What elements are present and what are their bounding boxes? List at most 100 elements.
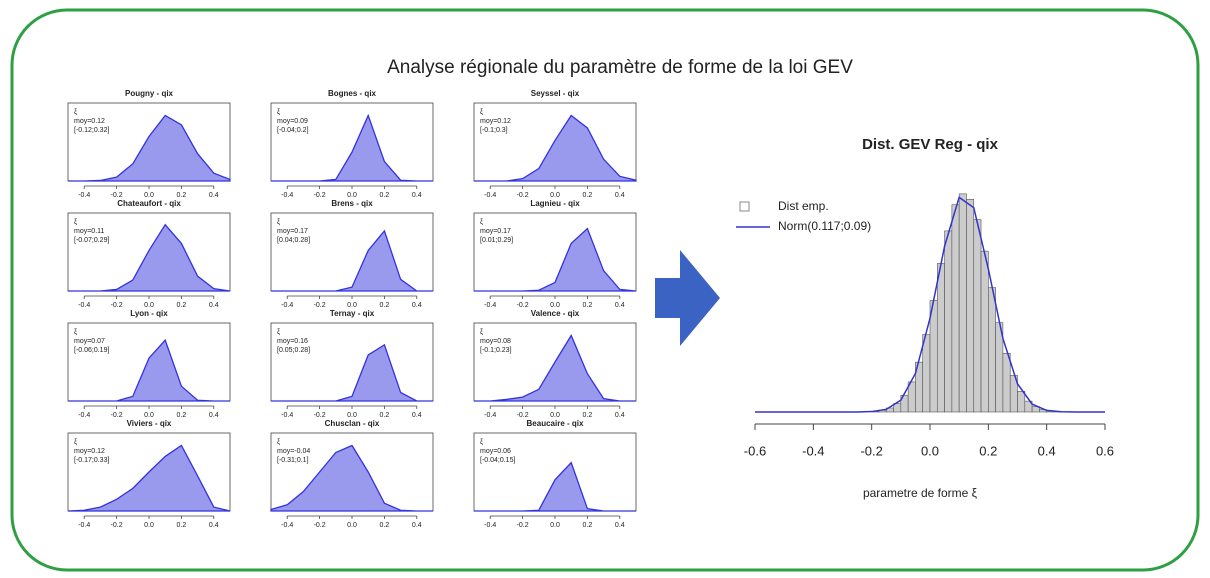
x-tick-label: -0.4 (78, 302, 90, 309)
annotation: moy=-0.04 (277, 448, 310, 455)
annotation: moy=0.12 (480, 118, 511, 125)
annotation: moy=0.17 (480, 228, 511, 235)
x-tick-label: -0.2 (517, 192, 529, 199)
histogram-bar (936, 263, 945, 413)
panel-title: Beaucaire - qix (527, 419, 584, 428)
panel-title: Chateaufort - qix (117, 199, 181, 208)
x-tick-label: 0.0 (347, 522, 357, 529)
x-tick-label: 0.2 (583, 192, 593, 199)
annotation: ξ (74, 329, 77, 336)
x-tick-label: 0.4 (209, 412, 219, 419)
x-tick-label: -0.2 (314, 522, 326, 529)
annotation: ξ (277, 109, 280, 116)
annotation: [-0.1;0.23] (480, 347, 512, 354)
slide-title: Analyse régionale du paramètre de forme … (387, 57, 853, 78)
x-tick-label: -0.4 (78, 412, 90, 419)
x-tick-label: -0.2 (517, 302, 529, 309)
x-tick-label: 0.2 (177, 302, 187, 309)
x-tick-label: 0.4 (412, 522, 422, 529)
annotation: moy=0.07 (74, 338, 105, 345)
legend-swatch (739, 201, 750, 212)
x-tick-label: 0.0 (550, 192, 560, 199)
x-tick-label: 0.4 (209, 302, 219, 309)
x-tick-label: 0.4 (615, 302, 625, 309)
x-tick-label: 0.0 (144, 522, 154, 529)
histogram-bar (1031, 406, 1040, 413)
x-tick-label: 0.0 (347, 192, 357, 199)
x-tick-label: -0.2 (314, 302, 326, 309)
x-tick-label: 0.4 (615, 522, 625, 529)
x-tick-label: -0.4 (484, 192, 496, 199)
x-tick-label: 0.2 (583, 412, 593, 419)
x-tick-label: 0.4 (209, 522, 219, 529)
annotation: ξ (277, 219, 280, 226)
density-area (474, 461, 636, 512)
density-area (474, 227, 637, 292)
x-tick-label: -0.4 (802, 443, 824, 458)
x-tick-label: -0.4 (78, 522, 90, 529)
x-tick-label: 0.0 (921, 443, 939, 458)
annotation: moy=0.12 (74, 448, 105, 455)
x-tick-label: -0.4 (281, 412, 293, 419)
annotation: ξ (277, 329, 280, 336)
density-area (68, 114, 231, 182)
annotation: ξ (74, 109, 77, 116)
panel-title: Ternay - qix (330, 309, 375, 318)
annotation: [-0.31;0.1] (277, 457, 309, 464)
density-area (68, 223, 231, 292)
annotation: ξ (74, 439, 77, 446)
panel-title: Seyssel - qix (531, 89, 580, 98)
x-tick-label: 0.2 (380, 192, 390, 199)
x-tick-label: -0.4 (484, 522, 496, 529)
x-tick-label: 0.0 (347, 412, 357, 419)
x-tick-label: 0.2 (177, 192, 187, 199)
annotation: [0.01;0.29] (480, 237, 513, 244)
annotation: [-0.1;0.3] (480, 127, 508, 134)
annotation: moy=0.16 (277, 338, 308, 345)
x-tick-label: 0.0 (144, 192, 154, 199)
x-tick-label: -0.6 (744, 443, 766, 458)
density-area (270, 444, 433, 512)
histogram-bar (951, 204, 960, 413)
x-tick-label: 0.2 (583, 522, 593, 529)
x-axis-label: parametre de forme ξ (863, 486, 978, 500)
histogram-bar (907, 381, 916, 413)
annotation: [0.04;0.28] (277, 237, 310, 244)
histogram-bar (966, 199, 975, 413)
x-tick-label: 0.2 (177, 412, 187, 419)
arrow (655, 250, 720, 346)
x-tick-label: -0.2 (111, 522, 123, 529)
annotation: moy=0.08 (480, 338, 511, 345)
panel-title: Chusclan - qix (325, 419, 380, 428)
histogram-bar (980, 250, 989, 413)
x-tick-label: -0.4 (78, 192, 90, 199)
x-tick-label: 0.0 (550, 522, 560, 529)
x-tick-label: -0.2 (314, 192, 326, 199)
annotation: [-0.12;0.32] (74, 127, 109, 134)
annotation: moy=0.12 (74, 118, 105, 125)
histogram-bar (988, 287, 996, 413)
x-tick-label: 0.2 (583, 302, 593, 309)
x-tick-label: 0.0 (550, 412, 560, 419)
histogram-bar (958, 193, 967, 413)
annotation: [-0.04;0.15] (480, 457, 515, 464)
panel-title: Valence - qix (531, 309, 580, 318)
x-tick-label: -0.4 (281, 192, 293, 199)
legend-label: Dist emp. (778, 199, 829, 213)
annotation: moy=0.17 (277, 228, 308, 235)
x-tick-label: 0.4 (412, 302, 422, 309)
histogram-bar (944, 230, 953, 413)
x-tick-label: 0.0 (144, 302, 154, 309)
x-tick-label: -0.4 (484, 302, 496, 309)
x-tick-label: -0.4 (484, 412, 496, 419)
histogram-bar (1002, 352, 1011, 413)
annotation: ξ (480, 109, 483, 116)
histogram-bar (973, 219, 982, 413)
x-tick-label: 0.4 (1038, 443, 1056, 458)
annotation: moy=0.06 (480, 448, 511, 455)
histogram-bar (1017, 390, 1026, 413)
x-tick-label: -0.2 (860, 443, 882, 458)
x-tick-label: 0.4 (209, 192, 219, 199)
annotation: ξ (74, 219, 77, 226)
